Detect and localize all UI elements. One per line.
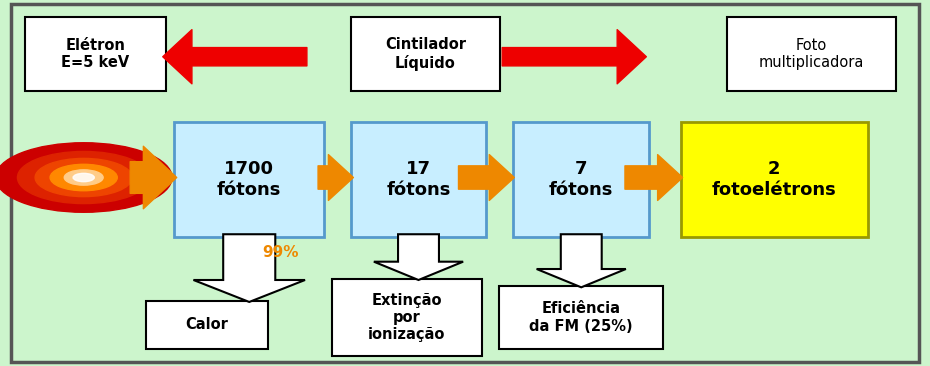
FancyBboxPatch shape <box>25 17 166 91</box>
Text: Extinção
por
ionização: Extinção por ionização <box>368 292 445 343</box>
FancyBboxPatch shape <box>499 286 663 349</box>
FancyBboxPatch shape <box>332 279 482 356</box>
Text: Foto
multiplicadora: Foto multiplicadora <box>759 38 864 70</box>
Text: 1700
fótons: 1700 fótons <box>217 160 281 199</box>
FancyBboxPatch shape <box>174 122 324 237</box>
Text: 17
fótons: 17 fótons <box>386 160 451 199</box>
Circle shape <box>18 152 150 203</box>
Text: Elétron
E=5 keV: Elétron E=5 keV <box>61 38 129 70</box>
Circle shape <box>50 164 117 191</box>
FancyBboxPatch shape <box>146 301 268 349</box>
Circle shape <box>73 173 94 182</box>
FancyBboxPatch shape <box>681 122 868 237</box>
Polygon shape <box>374 234 463 280</box>
Text: Calor: Calor <box>185 317 229 332</box>
Text: Cintilador
Líquido: Cintilador Líquido <box>385 37 466 71</box>
Circle shape <box>0 143 172 212</box>
FancyBboxPatch shape <box>351 17 500 91</box>
FancyBboxPatch shape <box>513 122 649 237</box>
Circle shape <box>64 170 103 185</box>
Polygon shape <box>193 234 305 302</box>
FancyBboxPatch shape <box>351 122 486 237</box>
Polygon shape <box>537 234 626 287</box>
FancyBboxPatch shape <box>11 4 919 362</box>
Text: 7
fótons: 7 fótons <box>549 160 614 199</box>
FancyBboxPatch shape <box>727 17 896 91</box>
Text: 99%: 99% <box>262 245 299 260</box>
Text: 2
fotoelétrons: 2 fotoelétrons <box>711 160 837 199</box>
Text: Eficiência
da FM (25%): Eficiência da FM (25%) <box>529 301 633 334</box>
Circle shape <box>35 158 132 197</box>
